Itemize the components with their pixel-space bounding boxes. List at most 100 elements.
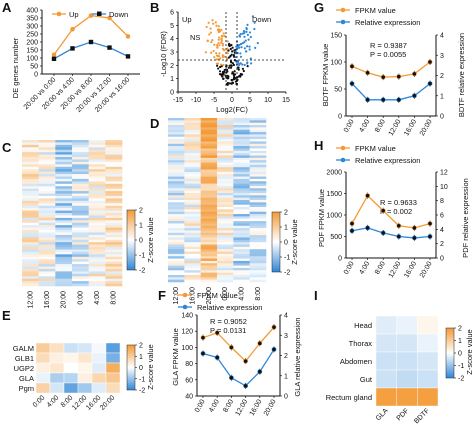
heatmap-cell (217, 279, 234, 283)
heatmap-cell (184, 279, 201, 283)
heatmap-cell (233, 239, 250, 243)
heatmap-cell (184, 167, 201, 170)
heatmap-cell (217, 200, 234, 203)
heatmap-cell (168, 225, 185, 229)
data-point (427, 81, 433, 86)
heatmap-cell (200, 139, 218, 142)
heatmap-cell (88, 217, 106, 221)
heatmap-cell (417, 369, 439, 389)
heatmap-cell (72, 195, 89, 199)
heatmap-cell (38, 161, 56, 165)
heatmap-cell (233, 265, 250, 269)
heatmap-cell (38, 222, 56, 226)
heatmap-cell (105, 244, 123, 248)
heatmap-cell (184, 181, 201, 184)
panel-label-a: A (2, 0, 12, 15)
heatmap-cell (55, 174, 73, 177)
heatmap-cell (55, 244, 73, 248)
heatmap-cell (38, 273, 56, 277)
colorbar-tick-label: -1 (139, 376, 145, 383)
heatmap-cell (72, 176, 89, 180)
heatmap-cell (105, 178, 123, 182)
heatmap-cell (200, 146, 218, 149)
heatmap-cell (105, 171, 123, 175)
point-down (125, 54, 131, 59)
heatmap-cell (55, 142, 73, 146)
heatmap-cell (184, 185, 201, 189)
y-tick-label-right: 1 (440, 93, 444, 100)
heatmap-cell (184, 232, 201, 236)
heatmap-cell (249, 207, 267, 210)
x-tick-label: 8:00 (222, 398, 235, 413)
volcano-point (220, 28, 223, 32)
data-point (243, 358, 248, 364)
volcano-point (222, 54, 225, 58)
heatmap-cell (233, 185, 250, 189)
heatmap-cell (88, 178, 106, 182)
heatmap-cell (217, 249, 234, 252)
volcano-point (256, 41, 259, 45)
heatmap-cell (63, 372, 79, 384)
heatmap-cell (184, 209, 201, 213)
heatmap-cell (88, 244, 106, 248)
heatmap-cell (72, 239, 89, 243)
heatmap-cell (233, 146, 250, 149)
heatmap-col-label: 8:00 (255, 287, 262, 301)
data-point (365, 225, 370, 231)
data-point (271, 347, 277, 352)
heatmap-cell (233, 202, 250, 205)
heatmap-cell (168, 162, 185, 166)
volcano-point (254, 46, 257, 50)
heatmap-cell (22, 161, 39, 165)
volcano-point (217, 36, 221, 39)
heatmap-cell (88, 230, 106, 233)
heatmap-cell (233, 183, 250, 187)
heatmap-cell (35, 362, 51, 374)
heatmap-cell (396, 333, 418, 353)
heatmap-cell (72, 220, 89, 224)
volcano-point (237, 66, 240, 69)
y-tick-label-a: 200 (26, 40, 38, 47)
y-tick-label-a: 250 (26, 32, 38, 39)
heatmap-cell (55, 268, 73, 272)
heatmap-cell (184, 122, 201, 126)
data-point (271, 324, 277, 330)
heatmap-cell (184, 253, 201, 257)
heatmap-cell (249, 253, 267, 257)
heatmap-cell (105, 342, 121, 354)
y-tick-label-right: 6 (440, 213, 444, 220)
heatmap-cell (168, 207, 185, 210)
heatmap-cell (72, 178, 89, 182)
heatmap-cell (72, 144, 89, 148)
heatmap-cell (22, 178, 39, 182)
data-point (257, 340, 263, 346)
heatmap-cell (22, 169, 39, 172)
volcano-point (239, 75, 242, 78)
heatmap-cell (233, 192, 250, 196)
heatmap-cell (184, 216, 201, 220)
heatmap-cell (38, 232, 56, 236)
data-point (349, 221, 355, 226)
heatmap-cell (88, 247, 106, 250)
y-tick-label-left: 2000 (326, 170, 342, 177)
data-point (396, 97, 402, 103)
heatmap-cell (38, 159, 56, 163)
volcano-point (217, 67, 220, 70)
heatmap-cell (55, 247, 73, 250)
heatmap-cell (200, 178, 218, 182)
heatmap-cell (105, 174, 123, 177)
heatmap-cell (233, 274, 250, 278)
heatmap-cell (200, 237, 218, 241)
heatmap-cell (38, 195, 56, 199)
heatmap-cell (249, 148, 267, 152)
heatmap-cell (72, 200, 89, 204)
volcano-point (231, 71, 234, 74)
heatmap-cell (105, 208, 123, 211)
heatmap-cell (72, 210, 89, 214)
heatmap-cell (233, 214, 250, 217)
heatmap-cell (88, 186, 106, 189)
ylabel-left-g: BDTF FPKM value (321, 44, 330, 107)
volcano-point (206, 39, 209, 42)
heatmap-cell (35, 382, 51, 394)
heatmap-cell (217, 192, 234, 196)
